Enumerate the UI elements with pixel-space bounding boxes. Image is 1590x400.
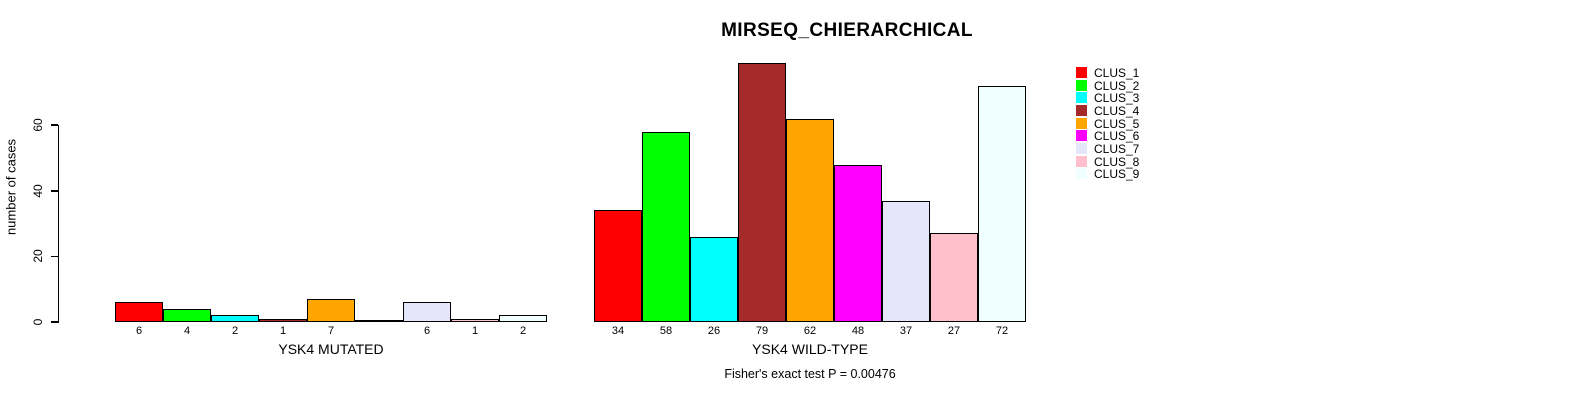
legend-label-clus_4: CLUS_4 xyxy=(1094,103,1140,118)
bar-value-label: 48 xyxy=(851,325,865,337)
legend-swatch-clus_6 xyxy=(1076,130,1087,142)
legend-swatch-clus_2 xyxy=(1076,79,1087,91)
y-tick-mark xyxy=(50,321,58,323)
bar-value-label: 1 xyxy=(471,325,479,337)
bar-clus_8-group1 xyxy=(451,318,499,322)
bar-clus_4-group2 xyxy=(738,62,786,322)
legend-swatch-clus_7 xyxy=(1076,142,1087,154)
bar-value-label: 7 xyxy=(327,325,335,337)
bar-clus_1-group1 xyxy=(115,302,163,322)
legend-swatch-clus_3 xyxy=(1076,92,1087,104)
legend-swatch-clus_1 xyxy=(1076,67,1087,78)
legend-swatch-clus_8 xyxy=(1076,155,1087,167)
bar-clus_4-group1 xyxy=(259,318,307,322)
bar-clus_5-group1 xyxy=(307,299,355,322)
legend-label-clus_5: CLUS_5 xyxy=(1094,116,1140,131)
bar-clus_9-group1 xyxy=(499,315,547,322)
bar-value-label: 34 xyxy=(611,325,625,337)
y-tick-label: 0 xyxy=(31,318,45,326)
y-axis-line xyxy=(57,125,59,324)
bar-value-label: 37 xyxy=(899,325,913,337)
fisher-test-annotation: Fisher's exact test P = 0.00476 xyxy=(724,367,896,381)
bar-value-label: 2 xyxy=(519,325,527,337)
legend-label-clus_1: CLUS_1 xyxy=(1094,66,1140,80)
x-axis-title-mutated: YSK4 MUTATED xyxy=(278,341,384,357)
bar-value-label: 26 xyxy=(707,325,721,337)
legend-label-clus_6: CLUS_6 xyxy=(1094,129,1140,144)
legend-label-clus_8: CLUS_8 xyxy=(1094,154,1140,169)
legend-swatch-clus_9 xyxy=(1076,168,1087,180)
bar-clus_1-group2 xyxy=(594,210,642,322)
bar-clus_3-group2 xyxy=(690,236,738,322)
bar-clus_7-group1 xyxy=(403,302,451,322)
y-axis-label: number of cases xyxy=(3,138,19,236)
bar-clus_6-group1 xyxy=(355,320,403,322)
bar-value-label: 62 xyxy=(803,325,817,337)
bar-clus_3-group1 xyxy=(211,315,259,322)
chart-title: MIRSEQ_CHIERARCHICAL xyxy=(721,20,973,41)
y-tick-label: 60 xyxy=(31,118,45,132)
y-tick-label: 40 xyxy=(31,184,45,198)
bar-value-label: 72 xyxy=(995,325,1009,337)
bar-value-label: 27 xyxy=(947,325,961,337)
bar-clus_5-group2 xyxy=(786,118,834,322)
legend-label-clus_2: CLUS_2 xyxy=(1094,78,1140,93)
bar-clus_2-group1 xyxy=(163,308,211,322)
y-tick-mark xyxy=(50,124,58,126)
bar-value-label: 58 xyxy=(659,325,673,337)
bar-clus_7-group2 xyxy=(882,200,930,322)
legend-label-clus_7: CLUS_7 xyxy=(1094,141,1140,156)
y-tick-mark xyxy=(50,255,58,258)
bar-value-label: 1 xyxy=(279,325,287,337)
bar-value-label: 2 xyxy=(231,325,239,337)
y-tick-label: 20 xyxy=(31,249,45,264)
bar-value-label: 6 xyxy=(135,325,143,337)
bar-value-label: 79 xyxy=(755,325,769,337)
x-axis-title-wildtype: YSK4 WILD-TYPE xyxy=(752,341,868,357)
bar-clus_9-group2 xyxy=(978,85,1026,322)
legend-swatch-clus_5 xyxy=(1076,117,1087,129)
bar-clus_2-group2 xyxy=(642,131,690,322)
legend-label-clus_9: CLUS_9 xyxy=(1094,167,1140,182)
legend-swatch-clus_4 xyxy=(1076,104,1087,116)
bar-clus_6-group2 xyxy=(834,164,882,322)
bar-value-label: 4 xyxy=(183,325,191,337)
y-tick-mark xyxy=(50,190,58,192)
legend-label-clus_3: CLUS_3 xyxy=(1094,91,1140,106)
bar-clus_8-group2 xyxy=(930,233,978,322)
bar-value-label: 6 xyxy=(423,325,431,337)
